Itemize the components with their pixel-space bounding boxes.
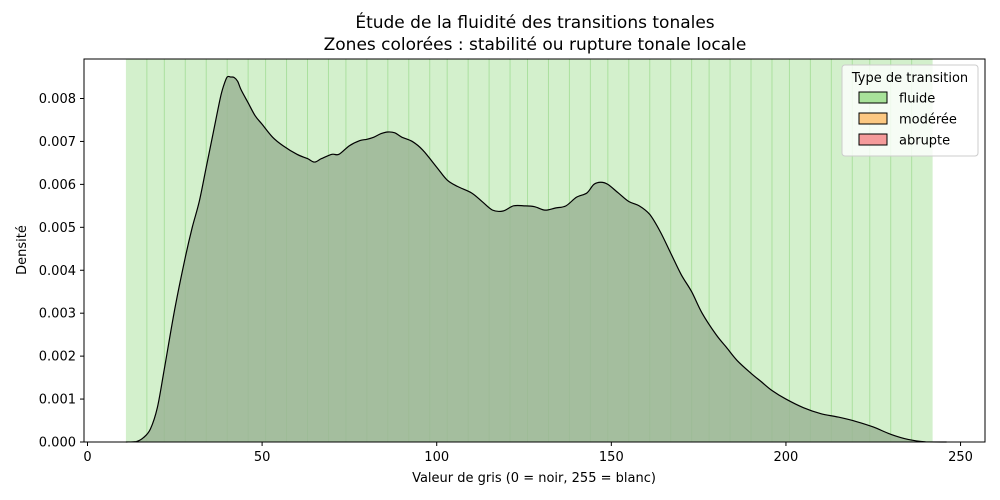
legend-frame	[841, 64, 979, 157]
x-tick-label: 200	[774, 450, 799, 465]
zone-fluide	[810, 59, 832, 442]
legend-swatch-1	[858, 91, 888, 104]
y-tick-label: 0.001	[39, 393, 76, 408]
y-tick-label: 0.003	[39, 307, 76, 322]
y-tick-label: 0.006	[39, 178, 76, 193]
density-area-group	[125, 75, 947, 443]
zone-fluide	[771, 59, 790, 442]
legend-label-3: abrupte	[899, 134, 950, 149]
y-tick-label: 0.004	[39, 264, 76, 279]
plot-frame	[83, 58, 986, 443]
y-axis-label: Densité	[15, 225, 30, 275]
x-axis-label: Valeur de gris (0 = noir, 255 = blanc)	[412, 471, 656, 486]
x-tick-label: 150	[599, 450, 624, 465]
legend: Type de transition fluide modérée abrupte	[841, 64, 979, 157]
legend-label-2: modérée	[899, 113, 957, 128]
y-tick-label: 0.000	[39, 436, 76, 451]
density-line	[125, 75, 947, 443]
x-tick-label: 50	[254, 450, 271, 465]
zone-fluide	[789, 59, 811, 442]
zone-fluide	[730, 59, 752, 442]
y-tick-label: 0.008	[39, 92, 76, 107]
zone-fluide	[125, 59, 147, 442]
zone-fluide	[751, 59, 772, 442]
chart-subtitle: Zones colorées : stabilité ou rupture to…	[324, 35, 747, 55]
y-tick-label: 0.007	[39, 135, 76, 150]
x-axis: 0 50 100 150 200 250	[83, 442, 973, 465]
x-tick-label: 250	[948, 450, 973, 465]
density-area	[125, 76, 947, 442]
y-tick-label: 0.002	[39, 350, 76, 365]
legend-swatch-3	[858, 133, 888, 146]
legend-title: Type de transition	[851, 71, 968, 86]
legend-label-1: fluide	[899, 92, 935, 107]
zone-fluide	[146, 59, 165, 442]
x-tick-label: 0	[83, 450, 91, 465]
x-tick-label: 100	[424, 450, 449, 465]
y-axis: 0.000 0.001 0.002 0.003 0.004 0.005 0.006 0.007…	[39, 92, 84, 451]
legend-swatch-2	[858, 112, 888, 125]
legend-items: fluide modérée abrupte	[858, 91, 957, 149]
chart-titles: Étude de la fluidité des transitions ton…	[324, 11, 747, 55]
chart-title: Étude de la fluidité des transitions ton…	[355, 11, 714, 33]
y-tick-label: 0.005	[39, 221, 76, 236]
